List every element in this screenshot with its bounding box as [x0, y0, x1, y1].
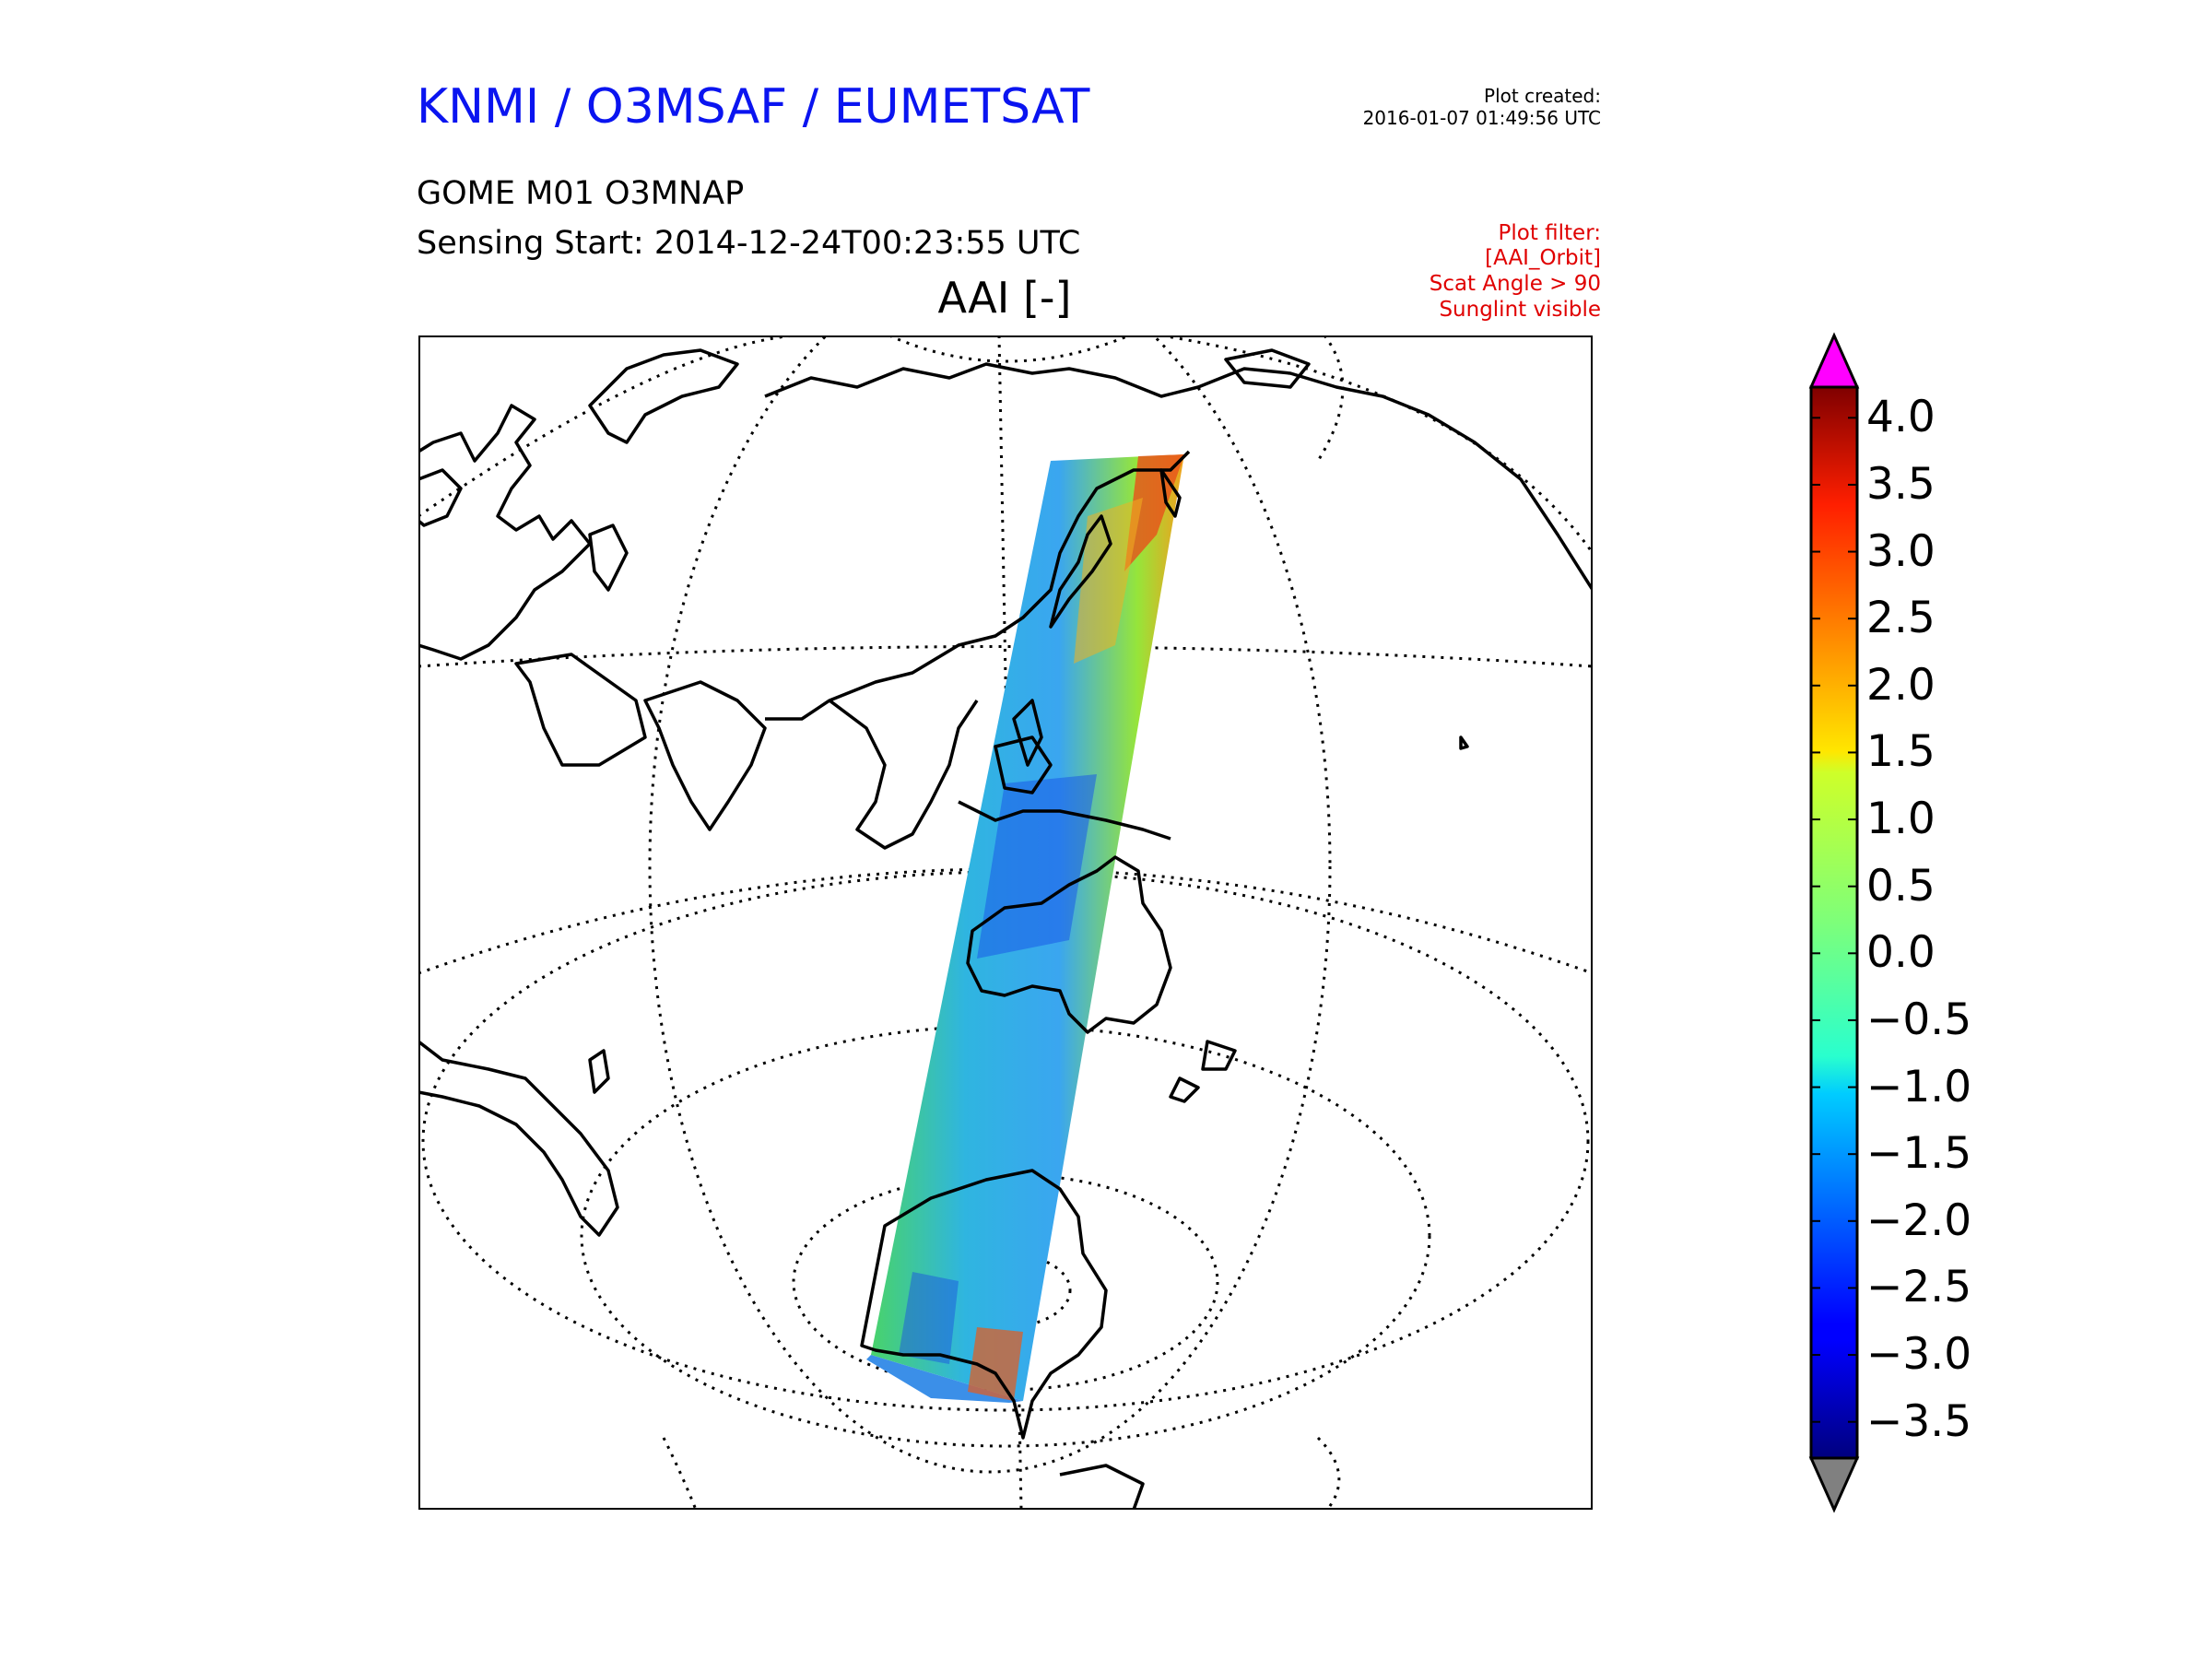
plot-filter-sunglint: Sunglint visible: [1439, 298, 1601, 322]
plot-filter-scat-angle: Scat Angle > 90: [1429, 272, 1601, 296]
colorbar-over-extension: [1808, 332, 1860, 389]
colorbar-scale: [1809, 385, 1859, 1460]
coastline-antarctica: [860, 1169, 1108, 1440]
product-name: GOME M01 O3MNAP: [417, 175, 745, 212]
coastline-kamchatka: [1159, 468, 1182, 518]
colorbar-under-extension: [1808, 1456, 1860, 1513]
coastline-australia: [966, 855, 1172, 1034]
coastline-india: [643, 680, 767, 831]
graticule-line: [662, 1437, 698, 1510]
colorbar-tick-label: 2.5: [1866, 593, 1936, 644]
coastlines: [418, 348, 1593, 1510]
graticule-line: [1160, 335, 1593, 554]
colorbar-tick-label: −1.0: [1866, 1061, 1972, 1112]
plot-created-time: 2016-01-07 01:49:56 UTC: [1362, 107, 1601, 129]
coastline-japan: [1049, 514, 1112, 629]
graticule-line: [580, 1024, 1431, 1448]
graticule-line: [1316, 335, 1345, 462]
swath-low-values: [899, 1272, 959, 1364]
colorbar-tick-label: −2.0: [1866, 1194, 1972, 1246]
coastline-caspian: [588, 524, 629, 592]
colorbar-tick-label: 2.0: [1866, 659, 1936, 711]
colorbar-tick-label: 3.0: [1866, 525, 1936, 577]
coastline-indochina: [828, 699, 979, 850]
colorbar-tick-label: 1.5: [1866, 726, 1936, 778]
map-panel: [418, 335, 1593, 1510]
coastline-africa: [418, 1040, 619, 1237]
coastline-europe: [418, 404, 592, 661]
coastline-south-america-tip: [1059, 1464, 1145, 1510]
map-title: AAI [-]: [937, 273, 1072, 323]
graticule-line: [648, 335, 1332, 1474]
swath-high-values: [1074, 498, 1143, 664]
graticule-line: [1316, 1436, 1341, 1510]
colorbar-tick-label: 0.5: [1866, 860, 1936, 912]
coastline-arctic-islands: [1224, 348, 1311, 389]
colorbar-tick-label: 1.0: [1866, 794, 1936, 845]
colorbar-tick-marks: [1811, 417, 1857, 1423]
colorbar-tick-label: −2.5: [1866, 1262, 1972, 1313]
plot-filter-label: Plot filter:: [1498, 221, 1601, 245]
org-title: KNMI / O3MSAF / EUMETSAT: [417, 79, 1090, 135]
coastline-scandinavia: [588, 348, 739, 444]
coastline-new-zealand: [1169, 1040, 1237, 1103]
graticule-line: [888, 335, 1130, 363]
graticule-line: [792, 1172, 1219, 1392]
aai-swath: [866, 454, 1184, 1403]
sensing-start: Sensing Start: 2014-12-24T00:23:55 UTC: [417, 225, 1081, 262]
plot-created-label: Plot created:: [1484, 85, 1601, 107]
colorbar-tick-label: −0.5: [1866, 994, 1972, 1045]
coastline-greenland: [418, 468, 463, 527]
colorbar: [1808, 332, 1860, 1513]
colorbar-tick-label: −3.0: [1866, 1329, 1972, 1381]
colorbar-tick-label: 3.5: [1866, 458, 1936, 510]
colorbar-tick-label: −1.5: [1866, 1128, 1972, 1180]
coastline-arctic: [764, 362, 1593, 591]
swath-low-values: [977, 774, 1097, 959]
colorbar-tick-label: −3.5: [1866, 1395, 1972, 1447]
coastline-arabia: [514, 653, 647, 767]
coastline-borneo: [994, 735, 1053, 794]
coastline-pacific-island: [1459, 735, 1469, 750]
coastline-madagascar: [588, 1049, 610, 1094]
coastline-indonesia: [958, 800, 1171, 841]
swath-high-values: [968, 1327, 1023, 1401]
plot-filter-orbit: [AAI_Orbit]: [1485, 246, 1601, 270]
coastline-east-asia: [765, 450, 1191, 721]
colorbar-tick-label: 0.0: [1866, 927, 1936, 979]
colorbar-tick-label: 4.0: [1866, 392, 1936, 443]
graticule-line: [939, 1252, 1072, 1329]
graticule-line: [418, 335, 830, 518]
coastline-philippines: [1012, 699, 1043, 767]
